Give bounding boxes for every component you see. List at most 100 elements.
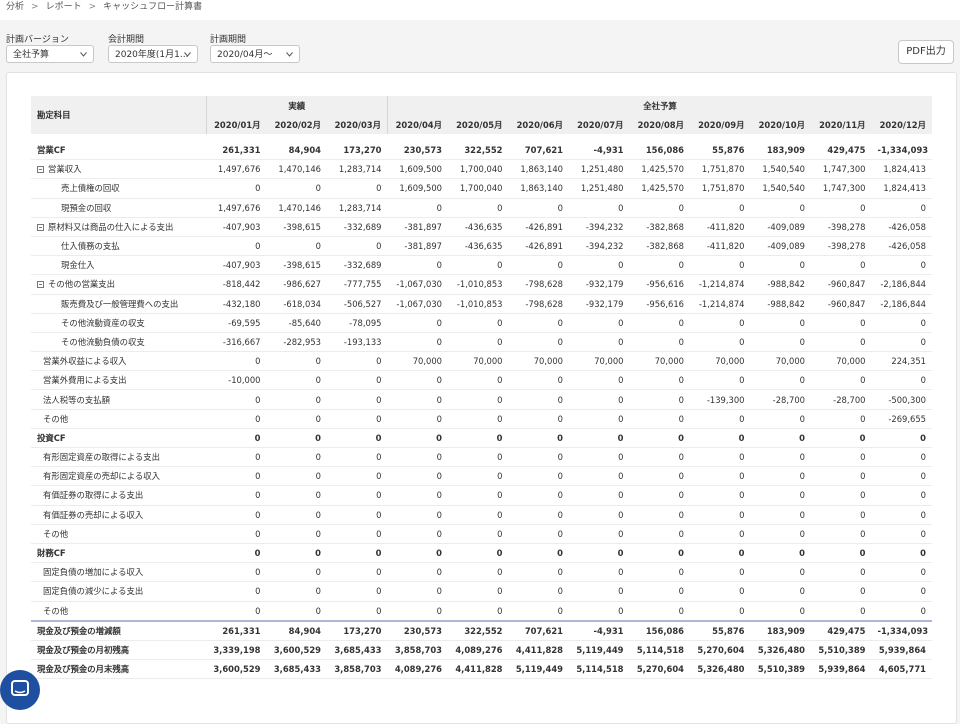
- value-cell: 0: [871, 542, 932, 564]
- row-label-cell: 投資CF: [31, 427, 206, 449]
- value-cell: 5,939,864: [811, 659, 872, 680]
- value-cell: 1,609,500: [387, 178, 448, 199]
- value-cell: 261,331: [206, 619, 267, 641]
- value-cell: 0: [750, 466, 811, 487]
- value-cell: -988,842: [750, 274, 811, 295]
- value-cell: 173,270: [327, 141, 388, 161]
- value-cell: -382,868: [629, 217, 690, 237]
- row-label: 営業外費用による支出: [43, 375, 127, 386]
- table-row: 現金及び預金の増減額 261,331 84,904 173,270 230,573 322…: [31, 619, 932, 641]
- table-row: 営業外費用による支出 -10,000 0 0 0 0 0 0 0 0 0 0 0: [31, 370, 932, 391]
- table-row: 原材料又は商品の仕入による支出 -407,903 -398,615 -332,689-…: [31, 217, 932, 237]
- column-header: 2020/10月: [750, 115, 811, 134]
- value-cell: 0: [508, 332, 569, 353]
- value-cell: 1,824,413: [871, 178, 932, 199]
- filter-select[interactable]: 2020/04月～: [210, 45, 300, 63]
- row-label: 投資CF: [37, 432, 66, 443]
- value-cell: -398,278: [811, 217, 872, 237]
- value-cell: -381,897: [387, 236, 448, 257]
- column-header: 2020/03月: [327, 115, 388, 134]
- value-cell: 0: [811, 466, 872, 487]
- value-cell: 3,858,703: [387, 640, 448, 661]
- value-cell: 55,876: [690, 619, 751, 641]
- value-cell: 0: [811, 313, 872, 333]
- value-cell: 0: [508, 255, 569, 276]
- table-row: 営業収入 1,497,676 1,470,146 1,283,714 1,609,500…: [31, 159, 932, 180]
- header-cell: 勘定科目: [31, 96, 206, 134]
- breadcrumb-item[interactable]: レポート: [45, 2, 82, 12]
- value-cell: -1,214,874: [690, 294, 751, 314]
- value-cell: 0: [629, 562, 690, 583]
- value-cell: -411,820: [690, 236, 751, 257]
- value-cell: 0: [448, 485, 509, 506]
- filter-select[interactable]: 全社予算: [6, 45, 94, 63]
- value-cell: 0: [690, 447, 751, 468]
- chevron: [286, 52, 293, 57]
- value-cell: 0: [871, 427, 932, 449]
- row-label: その他: [43, 413, 69, 424]
- filter-value: 2020/04月～: [217, 50, 273, 60]
- value-cell: 0: [266, 427, 327, 449]
- filter-label: 計画期間: [210, 35, 247, 45]
- value-cell: 1,700,040: [448, 159, 509, 180]
- row-label-cell: その他: [31, 601, 206, 622]
- value-cell: 0: [387, 562, 448, 583]
- value-cell: 1,824,413: [871, 159, 932, 180]
- value-cell: 70,000: [508, 351, 569, 372]
- value-cell: 429,475: [811, 141, 872, 161]
- collapse-toggle[interactable]: [37, 223, 44, 231]
- value-cell: 0: [448, 409, 509, 429]
- value-cell: 5,270,604: [690, 640, 751, 661]
- value-cell: 707,621: [508, 619, 569, 641]
- collapse-toggle[interactable]: [37, 281, 44, 289]
- row-label: 現金及び預金の増減額: [37, 625, 121, 636]
- value-cell: 1,540,540: [750, 178, 811, 199]
- value-cell: 0: [569, 447, 630, 468]
- value-cell: -407,903: [206, 255, 267, 276]
- value-cell: 0: [206, 409, 267, 429]
- value-cell: 1,700,040: [448, 178, 509, 199]
- row-label: その他: [43, 528, 69, 539]
- value-cell: 0: [871, 505, 932, 525]
- value-cell: 0: [327, 351, 388, 372]
- value-cell: 1,251,480: [569, 159, 630, 180]
- value-cell: 0: [629, 524, 690, 544]
- value-cell: 0: [266, 370, 327, 391]
- value-cell: 0: [206, 236, 267, 257]
- value-cell: 0: [266, 562, 327, 583]
- row-label: 販売費及び一般管理費への支出: [61, 298, 179, 309]
- table-row: 投資CF 0 0 0 0 0 0 0 0 0 0 0 0: [31, 427, 932, 449]
- value-cell: 0: [266, 466, 327, 487]
- row-label-cell: 営業外収益による収入: [31, 351, 206, 372]
- value-cell: 0: [871, 562, 932, 583]
- filter-select[interactable]: 2020年度(1月1...: [108, 45, 198, 63]
- value-cell: 0: [206, 542, 267, 564]
- column-header: 2020/08月: [629, 115, 690, 134]
- row-label: 現預金の回収: [61, 202, 112, 213]
- value-cell: 0: [690, 427, 751, 449]
- value-cell: -436,635: [448, 217, 509, 237]
- value-cell: 0: [508, 466, 569, 487]
- value-cell: 0: [690, 485, 751, 506]
- value-cell: -960,847: [811, 274, 872, 295]
- value-cell: 0: [448, 601, 509, 622]
- value-cell: 0: [629, 332, 690, 353]
- value-cell: 3,858,703: [327, 659, 388, 680]
- row-label-cell: 固定負債の減少による支出: [31, 581, 206, 602]
- chat-button[interactable]: [0, 670, 40, 710]
- pdf-button[interactable]: PDF出力: [898, 40, 954, 64]
- value-cell: 0: [871, 313, 932, 333]
- value-cell: 0: [266, 581, 327, 602]
- row-label: 営業外収益による収入: [43, 356, 127, 367]
- collapse-toggle[interactable]: [37, 166, 44, 174]
- value-cell: 70,000: [569, 351, 630, 372]
- breadcrumb-item[interactable]: 分析: [6, 2, 25, 12]
- row-label-cell: 固定負債の増加による収入: [31, 562, 206, 583]
- row-label-cell: その他: [31, 409, 206, 429]
- value-cell: 0: [690, 332, 751, 353]
- value-cell: 0: [327, 485, 388, 506]
- table-row: 販売費及び一般管理費への支出 -432,180 -618,034 -506,527 -1…: [31, 294, 932, 314]
- row-label: その他の営業支出: [48, 279, 115, 290]
- value-cell: 3,339,198: [206, 640, 267, 661]
- value-cell: 0: [629, 427, 690, 449]
